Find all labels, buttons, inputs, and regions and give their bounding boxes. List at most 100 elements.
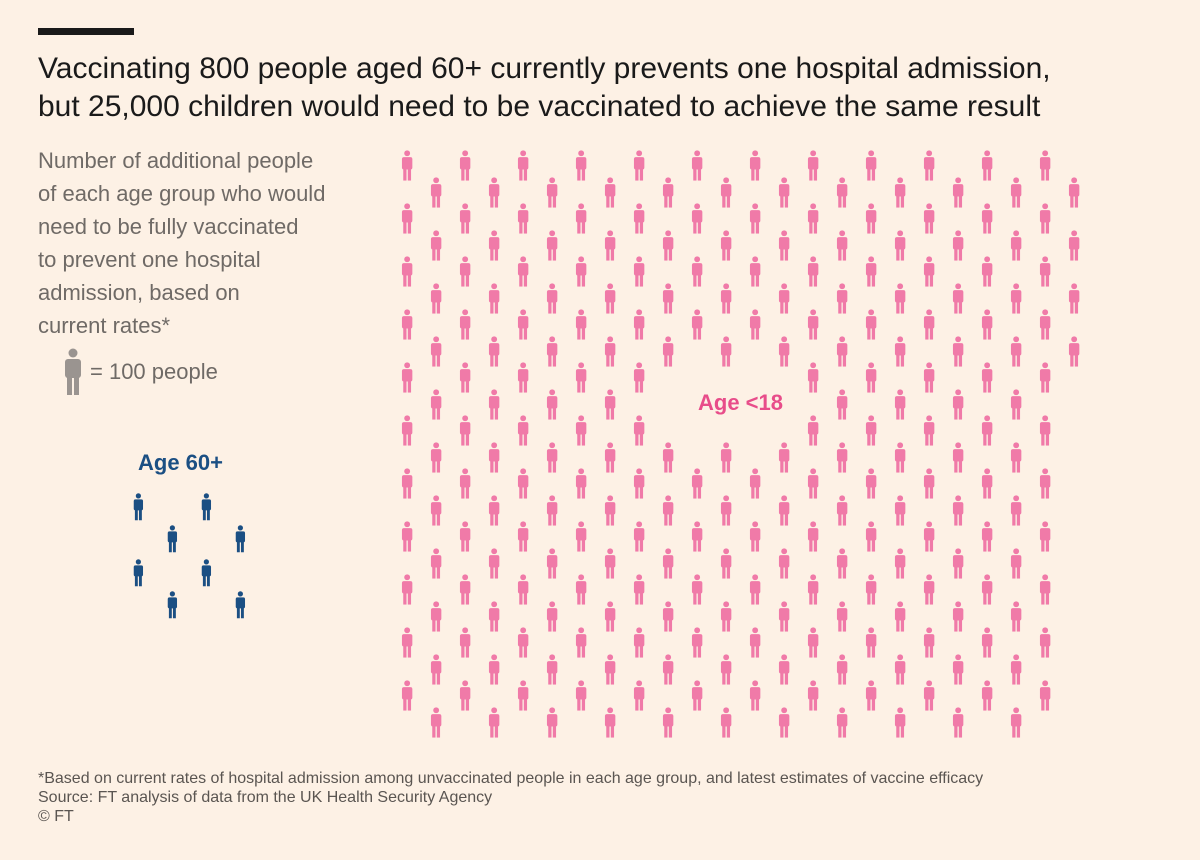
age18-person-icon <box>981 627 993 658</box>
age18-person-icon <box>1010 389 1022 420</box>
age18-person-icon <box>459 309 471 340</box>
age18-person-icon <box>778 548 790 579</box>
age18-person-icon <box>459 521 471 552</box>
legend: = 100 people <box>62 348 218 396</box>
age18-person-icon <box>1010 336 1022 367</box>
age18-person-icon <box>1010 442 1022 473</box>
age18-person-icon <box>807 150 819 181</box>
age18-person-icon <box>401 256 413 287</box>
age18-person-icon <box>894 654 906 685</box>
age18-person-icon <box>749 574 761 605</box>
age18-person-icon <box>604 601 616 632</box>
age18-person-icon <box>662 495 674 526</box>
age18-person-icon <box>401 309 413 340</box>
age18-person-icon <box>865 309 877 340</box>
age18-person-icon <box>1039 574 1051 605</box>
age18-person-icon <box>1010 283 1022 314</box>
age18-person-icon <box>807 203 819 234</box>
age18-person-icon <box>401 150 413 181</box>
age18-person-icon <box>575 415 587 446</box>
age18-person-icon <box>865 415 877 446</box>
age18-person-icon <box>691 256 703 287</box>
age18-person-icon <box>778 495 790 526</box>
age18-person-icon <box>865 150 877 181</box>
age18-person-icon <box>836 442 848 473</box>
age18-person-icon <box>952 707 964 738</box>
age18-person-icon <box>575 150 587 181</box>
age18-person-icon <box>923 521 935 552</box>
age18-person-icon <box>575 309 587 340</box>
age18-person-icon <box>633 309 645 340</box>
age18-person-icon <box>604 389 616 420</box>
age18-person-icon <box>401 680 413 711</box>
age18-person-icon <box>778 230 790 261</box>
age18-person-icon <box>575 256 587 287</box>
age18-person-icon <box>430 177 442 208</box>
age18-person-icon <box>836 389 848 420</box>
age18-person-icon <box>865 468 877 499</box>
age18-person-icon <box>546 389 558 420</box>
age18-person-icon <box>1039 203 1051 234</box>
age18-person-icon <box>894 707 906 738</box>
age18-person-icon <box>575 574 587 605</box>
age18-person-icon <box>517 521 529 552</box>
age18-person-icon <box>778 442 790 473</box>
age18-label: Age <18 <box>694 390 787 416</box>
age18-person-icon <box>430 230 442 261</box>
age18-person-icon <box>459 203 471 234</box>
age18-person-icon <box>604 654 616 685</box>
age18-person-icon <box>459 468 471 499</box>
chart-title: Vaccinating 800 people aged 60+ currentl… <box>38 50 1178 126</box>
age18-person-icon <box>778 707 790 738</box>
subtitle-line: Number of additional people <box>38 148 314 173</box>
age18-person-icon <box>836 548 848 579</box>
age18-person-icon <box>575 203 587 234</box>
age18-person-icon <box>546 177 558 208</box>
age18-person-icon <box>952 654 964 685</box>
age18-person-icon <box>720 654 732 685</box>
age18-person-icon <box>894 601 906 632</box>
age18-person-icon <box>546 442 558 473</box>
age18-person-icon <box>749 309 761 340</box>
age18-person-icon <box>459 627 471 658</box>
age60-person-icon <box>167 591 178 619</box>
age18-person-icon <box>401 574 413 605</box>
age18-person-icon <box>430 389 442 420</box>
age18-person-icon <box>430 654 442 685</box>
age18-person-icon <box>488 177 500 208</box>
age18-person-icon <box>865 627 877 658</box>
age18-person-icon <box>517 362 529 393</box>
age18-person-icon <box>459 362 471 393</box>
age18-person-icon <box>517 680 529 711</box>
age18-person-icon <box>488 654 500 685</box>
age18-person-icon <box>401 468 413 499</box>
age18-person-icon <box>981 521 993 552</box>
age18-person-icon <box>807 309 819 340</box>
age18-person-icon <box>1010 601 1022 632</box>
age18-person-icon <box>981 680 993 711</box>
age18-person-icon <box>459 680 471 711</box>
age18-person-icon <box>778 283 790 314</box>
age18-person-icon <box>952 283 964 314</box>
age18-person-icon <box>691 680 703 711</box>
age18-person-icon <box>981 150 993 181</box>
age18-person-icon <box>1039 627 1051 658</box>
age18-person-icon <box>662 707 674 738</box>
age18-person-icon <box>604 442 616 473</box>
age18-person-icon <box>517 256 529 287</box>
age18-person-icon <box>1039 521 1051 552</box>
age18-person-icon <box>488 495 500 526</box>
age18-person-icon <box>430 283 442 314</box>
age18-person-icon <box>1039 362 1051 393</box>
age18-person-icon <box>575 627 587 658</box>
age18-person-icon <box>720 336 732 367</box>
footnote-text: *Based on current rates of hospital admi… <box>38 770 984 787</box>
age18-person-icon <box>488 336 500 367</box>
age18-person-icon <box>952 442 964 473</box>
age18-person-icon <box>1039 468 1051 499</box>
age18-person-icon <box>459 150 471 181</box>
age18-person-icon <box>981 415 993 446</box>
age18-person-icon <box>691 309 703 340</box>
age18-person-icon <box>981 574 993 605</box>
